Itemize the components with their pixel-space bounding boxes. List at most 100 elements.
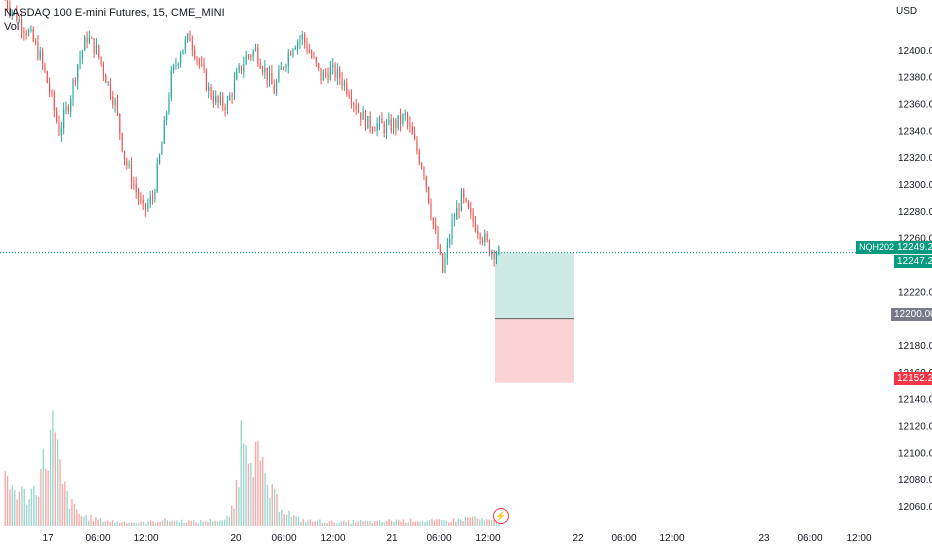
volume-bar [357,520,359,526]
volume-bar [231,505,233,526]
candle-body [437,230,439,249]
volume-bar [188,520,190,526]
candle-body [51,91,53,94]
candle-body [46,71,48,83]
volume-bar [47,470,49,526]
candle-body [423,168,425,177]
candle-body [495,254,498,259]
volume-bar [214,520,216,526]
volume-bar [378,520,381,526]
volume-bar [335,523,338,526]
volume-bar [123,521,126,526]
position-zones[interactable] [495,252,574,383]
volume-bar [376,520,378,526]
volume-bar [164,518,166,526]
candle-body [133,183,135,185]
profit-zone [495,252,574,319]
candle-body [67,106,69,112]
volume-bar [245,445,247,526]
candle-body [257,47,259,64]
candle-body [407,114,409,124]
volume-bar [169,521,171,526]
volume-bar [493,519,495,526]
time-axis[interactable]: 17 06:00 12:00 20 06:00 12:00 21 06:00 12:00 22 06… [42,533,872,544]
candle-body [128,164,130,166]
candle-body [430,203,432,218]
volume-bar [371,523,374,526]
time-tick-label: 22 [572,533,584,544]
candle-body [268,72,271,81]
candle-body [364,111,367,129]
volume-bar [92,520,95,526]
symbol-title[interactable]: NASDAQ 100 E-mini Futures, 15, CME_MINI [4,7,225,19]
candle-body [402,114,404,124]
volume-bar [366,521,369,526]
price-tick-label: 12400.00 [898,46,932,57]
volume-bar [381,521,383,526]
volume-bar [469,517,471,526]
candle-body [273,84,275,94]
candle-body [184,39,186,50]
volume-bar [85,515,87,526]
price-tick-label: 12220.00 [898,287,932,298]
volume-bar [479,519,481,526]
volume-bar [118,522,121,526]
volume-bar [428,520,431,526]
candle-body [467,201,469,209]
volume-bar [316,520,319,526]
volume-bar [30,488,33,526]
volume-bar [90,514,92,526]
volume-bar [216,521,219,526]
candle-body [196,57,198,60]
volume-bar [352,520,355,526]
candle-body [39,50,41,59]
candle-body [369,116,371,129]
volume-bar [159,522,161,526]
volume-bar [4,470,6,526]
volume-bar [393,521,395,526]
candle-body [65,106,67,110]
candle-body [390,119,392,132]
time-tick-label: 12:00 [846,533,871,544]
candle-body [399,115,402,124]
candle-body [357,109,360,113]
price-tick-label: 12060.00 [898,502,932,513]
volume-bar [347,520,350,526]
candle-body [308,50,310,53]
candle-body [458,208,460,212]
volume-bar [440,520,443,526]
candle-body [27,30,30,36]
candles [4,0,500,274]
volume-bar [147,521,149,526]
candle-body [254,47,257,51]
price-axis[interactable]: 12400.00 12380.00 12360.00 12340.00 12320.00… [898,46,932,513]
candle-body [191,41,193,50]
candle-body [350,97,353,104]
candle-body [208,86,210,91]
volume-bar [488,519,490,526]
volume-bar [33,486,35,526]
volume-bar [68,509,71,526]
candle-body [378,117,381,124]
candle-body [84,37,86,51]
lightning-icon[interactable]: ⚡ [493,508,509,524]
volume-bar [426,520,428,526]
candle-body [126,160,128,166]
candle-body [397,115,399,129]
candle-body [182,49,184,55]
candle-body [322,71,324,81]
volume-legend-label[interactable]: Vol [4,21,20,33]
volume-bar [211,521,214,526]
candle-body [175,65,177,67]
candle-body [20,19,23,31]
time-tick-label: 12:00 [133,533,158,544]
candle-body [374,130,376,132]
volume-bar [126,523,128,526]
currency-label[interactable]: USD [896,6,918,17]
candle-body [63,109,65,128]
candle-body [311,52,313,58]
candle-body [224,106,226,111]
candle-body [315,57,317,64]
